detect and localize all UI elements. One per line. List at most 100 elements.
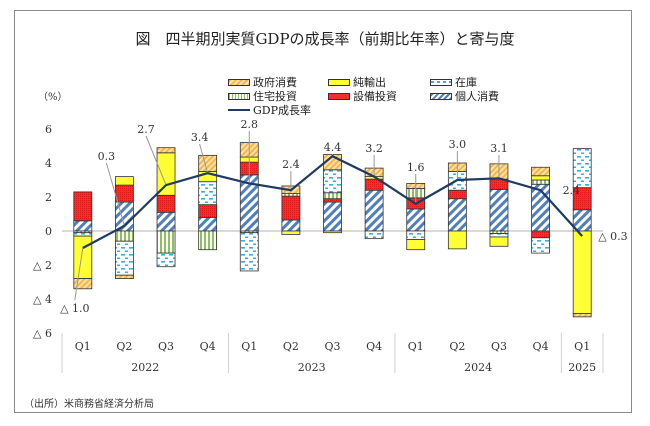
bar-segment-government <box>115 274 134 280</box>
bar-segment-net-exports <box>323 230 342 234</box>
y-tick-label: △ 6 <box>33 327 52 340</box>
bar-segment-inventory <box>531 237 550 254</box>
bar-segment-government <box>156 147 176 154</box>
bar-stack <box>198 154 218 251</box>
bar-stack <box>572 148 592 318</box>
gdp-data-label: 2.7 <box>137 123 155 136</box>
gdp-data-label: 0.3 <box>98 150 116 163</box>
bar-segment-inventory <box>323 169 342 194</box>
bar-stack <box>364 167 384 240</box>
bar-segment-net-exports <box>572 230 592 314</box>
legend-swatch-consumption <box>430 92 452 100</box>
x-tick-label: Q1 <box>574 340 590 353</box>
label-leader-line <box>145 135 167 186</box>
gdp-data-label: △ 1.0 <box>60 302 89 315</box>
gdp-data-label: 3.4 <box>191 131 209 144</box>
gdp-data-labels: △ 1.0 0.3 2.7 3.4 2.8 2.4 4.4 3.2 1.6 3.0 3.1 2.4 △ … <box>60 118 628 315</box>
legend-label: 設備投資 <box>353 90 397 103</box>
gdp-growth-line <box>82 154 584 249</box>
bar-segment-housing <box>198 230 218 251</box>
legend-label: 在庫 <box>455 76 477 89</box>
bar-segment-consumption <box>73 220 93 232</box>
legend-label: 政府消費 <box>253 76 297 89</box>
x-year-label: 2022 <box>131 361 159 374</box>
bar-segment-capex <box>447 189 467 200</box>
legend-swatch-government <box>228 78 250 86</box>
x-year-label: 2024 <box>464 361 492 374</box>
bar-segment-net-exports <box>531 175 550 181</box>
bar-segment-inventory <box>364 230 384 240</box>
x-tick-label: Q4 <box>200 340 216 353</box>
bar-stack <box>156 147 176 268</box>
gdp-data-label: 2.8 <box>241 118 259 131</box>
y-axis-unit-label: （%） <box>38 92 68 103</box>
gdp-data-label: 4.4 <box>324 141 342 154</box>
gdp-data-label: 2.4 <box>282 158 300 171</box>
bar-segment-net-exports <box>281 230 301 235</box>
bar-segment-capex <box>73 191 93 222</box>
legend-swatch-gdp-line <box>228 109 250 111</box>
x-tick-label: Q4 <box>533 340 549 353</box>
x-axis: Q1 Q2 Q3 Q4 2022 Q1 Q2 Q3 Q4 2023 Q1 Q2 Q3 Q4 2024 Q1 20… <box>61 333 604 374</box>
bar-segment-consumption <box>489 188 509 232</box>
bar-segment-capex <box>198 204 218 218</box>
bar-segment-net-exports <box>73 235 93 280</box>
bar-segment-inventory <box>489 233 509 238</box>
bar-segment-inventory <box>406 230 426 240</box>
label-leader-line <box>105 162 125 227</box>
bar-segment-consumption <box>323 201 342 232</box>
bar-segment-consumption <box>364 189 384 232</box>
legend-item-inventory: 在庫 <box>430 74 477 90</box>
chart-title: 図 四半期別実質GDPの成長率（前期比年率）と寄与度 <box>135 30 515 48</box>
x-tick-label: Q3 <box>158 340 174 353</box>
bar-segment-consumption <box>406 208 426 232</box>
x-tick-label: Q3 <box>491 340 507 353</box>
y-tick-label: 0 <box>45 225 52 238</box>
x-year-label: 2023 <box>298 361 326 374</box>
label-leader-lines <box>74 131 500 301</box>
legend-item-housing: 住宅投資 <box>228 88 297 104</box>
bar-segment-capex <box>323 198 342 203</box>
y-tick-label: 6 <box>45 123 52 136</box>
gdp-data-label: 1.6 <box>407 161 425 174</box>
gdp-data-label: 3.1 <box>490 142 508 155</box>
x-tick-label: Q1 <box>75 340 91 353</box>
bar-segment-inventory <box>572 148 592 189</box>
bar-segment-housing <box>115 230 134 242</box>
bar-segment-government <box>73 278 93 290</box>
bar-segment-net-exports <box>447 230 467 250</box>
legend-item-net-exports: 純輸出 <box>328 74 386 90</box>
label-leader-line <box>199 143 209 174</box>
bar-segment-housing <box>531 179 550 185</box>
y-tick-label: △ 2 <box>33 259 52 272</box>
bar-segment-net-exports <box>489 236 509 247</box>
gdp-data-label: △ 0.3 <box>598 230 627 243</box>
x-tick-label: Q1 <box>408 340 424 353</box>
bar-segment-net-exports <box>156 152 176 196</box>
legend-swatch-inventory <box>430 78 452 86</box>
y-tick-label: △ 4 <box>33 293 52 306</box>
bar-segment-capex <box>115 184 134 203</box>
legend-item-consumption: 個人消費 <box>430 88 499 104</box>
bar-segment-inventory <box>156 252 176 268</box>
bar-segment-consumption <box>156 211 176 232</box>
legend-item-government: 政府消費 <box>228 74 297 90</box>
bar-stack <box>323 154 342 234</box>
legend-swatch-capex <box>328 92 350 100</box>
bar-stack <box>531 166 550 254</box>
bar-segment-capex <box>281 195 301 221</box>
source-note: （出所）米商務省経済分析局 <box>24 399 154 410</box>
legend-label: 住宅投資 <box>253 90 297 103</box>
legend-swatch-net-exports <box>328 78 350 86</box>
bar-segment-government <box>572 313 592 318</box>
bar-segment-capex <box>156 194 176 213</box>
bar-segment-housing <box>323 192 342 200</box>
bar-segment-inventory <box>239 232 259 272</box>
x-year-label: 2025 <box>568 361 596 374</box>
bar-segment-inventory <box>73 232 93 237</box>
bar-segment-government <box>198 154 218 172</box>
legend-label: 個人消費 <box>455 90 499 103</box>
y-axis: 6 4 2 0 △ 2 △ 4 △ 6 <box>33 123 52 340</box>
legend-swatch-housing <box>228 92 250 100</box>
